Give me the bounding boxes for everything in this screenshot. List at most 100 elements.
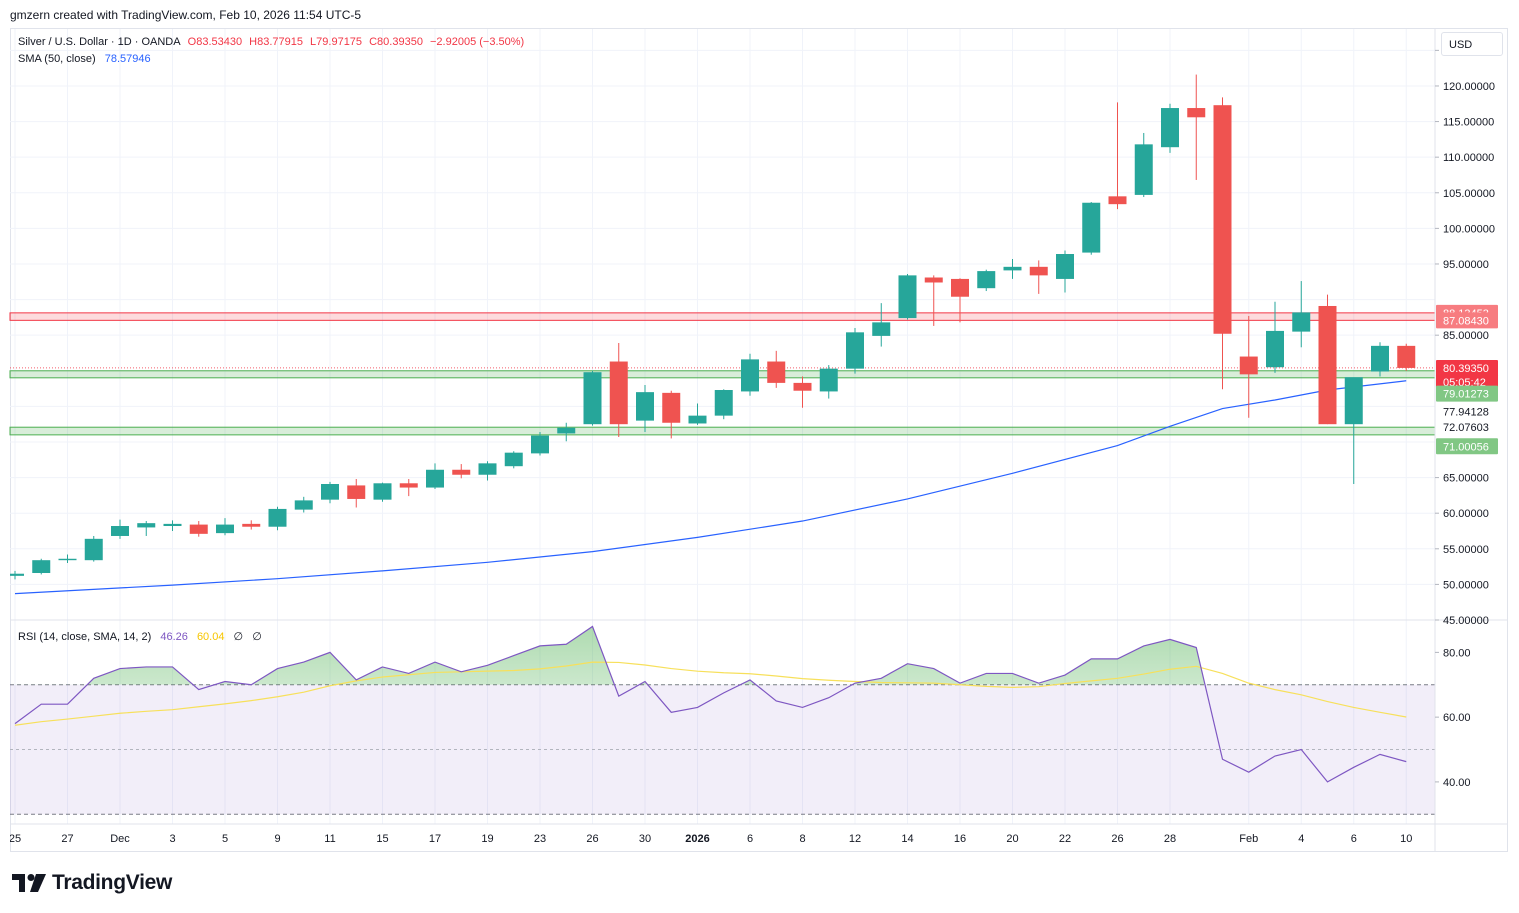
candle-up	[741, 353, 759, 396]
candle-up	[10, 570, 24, 580]
grid-lines	[10, 29, 1435, 824]
change-value: −2.92005 (−3.50%)	[430, 36, 525, 48]
candle-body	[1108, 196, 1127, 205]
candle-up	[32, 558, 51, 575]
candle-body	[741, 359, 759, 392]
time-tick-label: 2026	[685, 833, 709, 845]
candle-body	[399, 483, 418, 488]
rsi-pane	[10, 619, 1508, 815]
candle-up	[163, 520, 182, 531]
candle-up	[1292, 281, 1311, 348]
candle-up	[478, 461, 497, 481]
price-tick-label: 60.00000	[1443, 508, 1489, 520]
rsi-tick-label: 40.00	[1443, 777, 1471, 789]
candle-body	[216, 524, 234, 534]
time-tick-label: 14	[901, 833, 913, 845]
price-label-text: 80.39350	[1443, 363, 1489, 375]
time-tick-label: 26	[1111, 833, 1123, 845]
candle-body	[714, 390, 733, 416]
candle-up	[846, 328, 864, 374]
candle-body	[242, 523, 261, 527]
open-value: O83.53430	[187, 36, 243, 48]
candle-body	[373, 483, 392, 500]
candle-up	[872, 303, 891, 347]
price-tick-label: 120.00000	[1443, 81, 1495, 93]
candle-body	[609, 361, 628, 425]
candle-body	[1003, 266, 1022, 271]
main-legend: Silver / U.S. Dollar · 1D · OANDA O83.53…	[18, 36, 530, 48]
time-tick-label: 8	[799, 833, 805, 845]
sma-line-path	[14, 380, 1407, 595]
price-label-text: 87.08430	[1443, 315, 1489, 327]
candle-down	[1239, 315, 1258, 418]
candle-body	[32, 560, 51, 574]
candle-body	[819, 368, 838, 392]
candle-down	[242, 520, 261, 530]
candle-body	[504, 452, 523, 467]
candle-body	[10, 573, 24, 576]
candle-body	[111, 526, 129, 536]
candle-up	[268, 506, 287, 531]
candle-up	[373, 482, 392, 502]
candle-up	[137, 521, 156, 536]
candle-body	[163, 523, 182, 527]
price-tick-label: 45.00000	[1443, 615, 1489, 627]
candle-down	[1397, 343, 1416, 371]
price-label-text: 77.94128	[1443, 406, 1489, 418]
price-tick-label: 65.00000	[1443, 473, 1489, 485]
candle-body	[1187, 108, 1206, 118]
price-label-text: 71.00056	[1443, 441, 1489, 453]
tradingview-logo[interactable]: TradingView	[12, 871, 172, 895]
price-tick-label: 95.00000	[1443, 259, 1489, 271]
candle-body	[426, 469, 444, 488]
time-tick-label: 9	[274, 833, 280, 845]
time-tick-label: 22	[1059, 833, 1071, 845]
candle-up	[688, 403, 707, 425]
candle-down	[951, 278, 969, 323]
rsi-tick-label: 80.00	[1443, 647, 1471, 659]
candle-down	[767, 350, 786, 388]
candle-body	[977, 271, 996, 289]
axis-left-mask	[0, 826, 10, 852]
price-tick-label: 105.00000	[1443, 188, 1495, 200]
time-tick-label: 11	[324, 833, 335, 845]
rsi-tick-label: 60.00	[1443, 712, 1471, 724]
time-tick-label: 23	[534, 833, 546, 845]
time-tick-label: 15	[376, 833, 388, 845]
candle-body	[767, 361, 786, 383]
candle-body	[478, 463, 497, 475]
time-tick-label: 19	[481, 833, 493, 845]
rsi-band-fill	[10, 684, 1435, 815]
rsi-legend-extra-1: ∅	[233, 631, 244, 643]
currency-button[interactable]: USD	[1441, 32, 1503, 56]
price-tick-label: 110.00000	[1443, 152, 1494, 164]
time-tick-label: 16	[954, 833, 966, 845]
price-label-text: 72.07603	[1443, 422, 1489, 434]
rsi-legend-extra-2: ∅	[252, 631, 262, 643]
candle-down	[452, 464, 471, 479]
sma-line	[14, 380, 1407, 595]
rsi-legend-value: 46.26	[160, 631, 188, 643]
support-zone	[9, 426, 1436, 436]
candle-down	[1029, 260, 1048, 294]
candle-up	[294, 496, 313, 513]
time-tick-label: 6	[747, 833, 753, 845]
rsi-legend: RSI (14, close, SMA, 14, 2) 46.26 60.04 …	[18, 630, 268, 643]
candle-down	[609, 343, 628, 438]
time-tick-label: 20	[1006, 833, 1018, 845]
price-tick-label: 85.00000	[1443, 330, 1489, 342]
candle-up	[531, 432, 549, 456]
candle-up	[714, 389, 733, 420]
time-tick-label: 6	[1351, 833, 1357, 845]
time-tick-label: Feb	[1239, 833, 1258, 845]
candle-down	[662, 390, 681, 439]
candle-up	[426, 463, 444, 489]
price-label-box	[1436, 385, 1498, 402]
close-value: C80.39350	[369, 36, 423, 48]
candle-body	[84, 538, 103, 561]
price-axis-labels: 88.1345387.0843080.3935005:05:4279.01273…	[1436, 304, 1498, 455]
chart-frame	[10, 28, 1508, 852]
rsi-line	[14, 625, 1407, 783]
candle-body	[268, 508, 287, 527]
